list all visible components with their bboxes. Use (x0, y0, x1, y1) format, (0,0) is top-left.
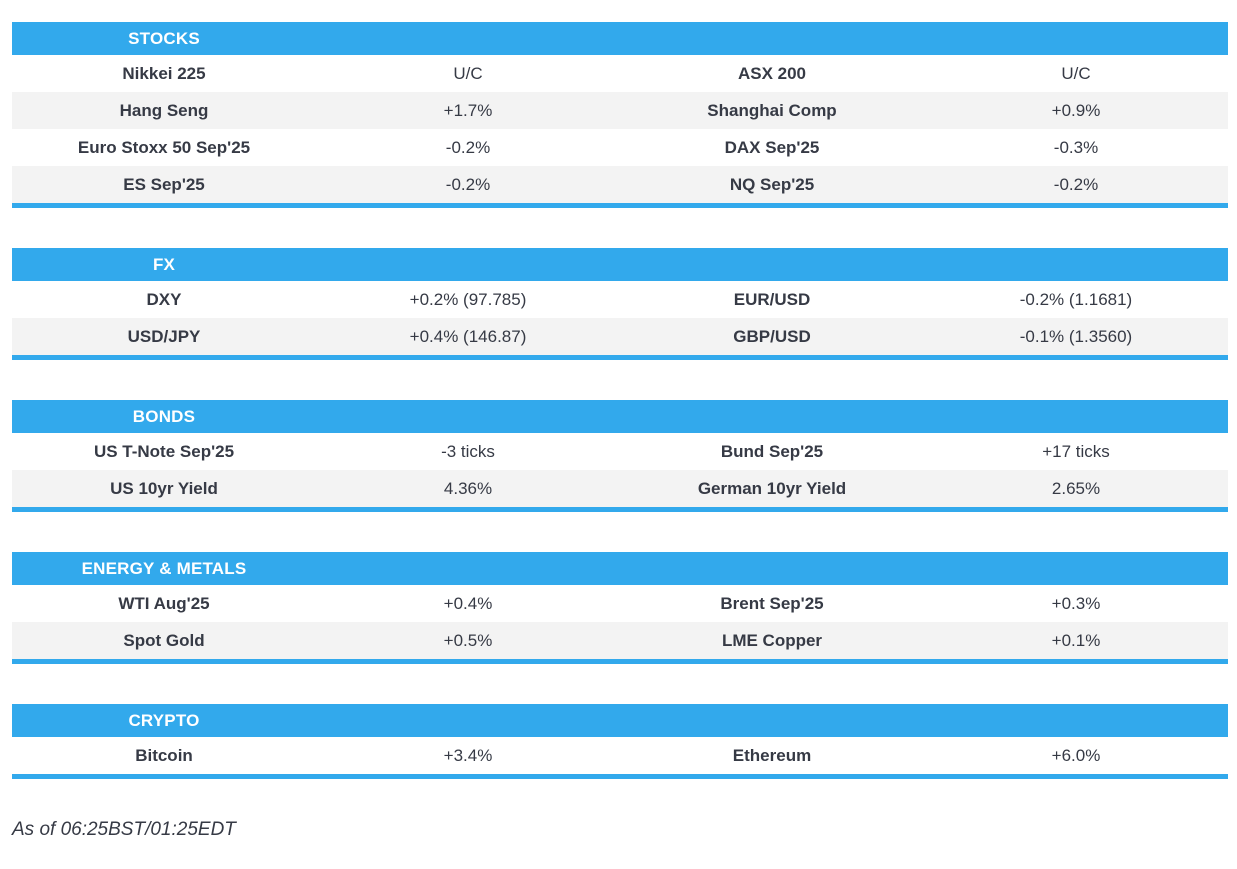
section-title: BONDS (132, 406, 196, 426)
market-section: BONDS US T-Note Sep'25 -3 ticks Bund Sep… (12, 400, 1228, 512)
market-section: CRYPTO Bitcoin +3.4% Ethereum +6.0% (12, 704, 1228, 779)
table-row: USD/JPY +0.4% (146.87) GBP/USD -0.1% (1.… (12, 318, 1228, 355)
row-right-label: GBP/USD (733, 326, 811, 346)
row-left-label: Spot Gold (123, 630, 205, 650)
table-row: Spot Gold +0.5% LME Copper +0.1% (12, 622, 1228, 659)
as-of-timestamp: As of 06:25BST/01:25EDT (12, 819, 236, 840)
row-right-value: -0.3% (1053, 137, 1099, 157)
row-left-value: +0.4% (443, 593, 493, 613)
section-title: CRYPTO (128, 710, 200, 730)
section-rows: WTI Aug'25 +0.4% Brent Sep'25 +0.3% Spot… (12, 585, 1228, 659)
row-left-label: DXY (146, 289, 182, 309)
section-header: CRYPTO (12, 704, 1228, 737)
row-right-label: DAX Sep'25 (724, 137, 820, 157)
row-right-value: 2.65% (1051, 478, 1101, 498)
row-right-label: Bund Sep'25 (720, 441, 824, 461)
row-right-label: Ethereum (732, 745, 812, 765)
row-right-label: LME Copper (721, 630, 823, 650)
row-right-value: -0.2% (1053, 174, 1099, 194)
row-right-label: EUR/USD (733, 289, 811, 309)
row-left-label: Hang Seng (119, 100, 209, 120)
table-row: US 10yr Yield 4.36% German 10yr Yield 2.… (12, 470, 1228, 507)
row-left-label: US T-Note Sep'25 (93, 441, 235, 461)
row-right-value: -0.2% (1.1681) (1019, 289, 1133, 309)
row-left-value: +0.4% (146.87) (409, 326, 527, 346)
row-left-value: -3 ticks (441, 441, 495, 461)
row-right-value: +0.3% (1051, 593, 1101, 613)
row-left-value: +0.2% (97.785) (409, 289, 527, 309)
row-right-label: German 10yr Yield (697, 478, 847, 498)
row-right-value: +0.1% (1051, 630, 1101, 650)
row-left-label: USD/JPY (127, 326, 201, 346)
section-title: FX (152, 254, 176, 274)
section-rows: US T-Note Sep'25 -3 ticks Bund Sep'25 +1… (12, 433, 1228, 507)
market-section: FX DXY +0.2% (97.785) EUR/USD -0.2% (1.1… (12, 248, 1228, 360)
section-header: ENERGY & METALS (12, 552, 1228, 585)
market-summary: STOCKS Nikkei 225 U/C ASX 200 U/C Hang S… (12, 22, 1228, 779)
row-left-value: +0.5% (443, 630, 493, 650)
row-left-value: -0.2% (445, 174, 491, 194)
row-right-label: Shanghai Comp (707, 100, 837, 120)
row-left-value: -0.2% (445, 137, 491, 157)
section-header: BONDS (12, 400, 1228, 433)
row-left-label: WTI Aug'25 (118, 593, 210, 613)
section-title: STOCKS (128, 28, 200, 48)
table-row: WTI Aug'25 +0.4% Brent Sep'25 +0.3% (12, 585, 1228, 622)
row-right-value: -0.1% (1.3560) (1019, 326, 1133, 346)
section-header: FX (12, 248, 1228, 281)
table-row: Euro Stoxx 50 Sep'25 -0.2% DAX Sep'25 -0… (12, 129, 1228, 166)
row-left-label: Nikkei 225 (122, 63, 206, 83)
row-right-value: +17 ticks (1042, 441, 1110, 461)
market-section: ENERGY & METALS WTI Aug'25 +0.4% Brent S… (12, 552, 1228, 664)
market-section: STOCKS Nikkei 225 U/C ASX 200 U/C Hang S… (12, 22, 1228, 208)
table-row: ES Sep'25 -0.2% NQ Sep'25 -0.2% (12, 166, 1228, 203)
row-right-label: ASX 200 (737, 63, 807, 83)
section-header: STOCKS (12, 22, 1228, 55)
table-row: US T-Note Sep'25 -3 ticks Bund Sep'25 +1… (12, 433, 1228, 470)
row-right-value: U/C (1061, 63, 1091, 83)
row-left-value: +1.7% (443, 100, 493, 120)
row-left-value: 4.36% (443, 478, 493, 498)
table-row: Nikkei 225 U/C ASX 200 U/C (12, 55, 1228, 92)
section-rows: Bitcoin +3.4% Ethereum +6.0% (12, 737, 1228, 774)
row-right-value: +6.0% (1051, 745, 1101, 765)
row-right-value: +0.9% (1051, 100, 1101, 120)
row-right-label: Brent Sep'25 (720, 593, 824, 613)
section-title: ENERGY & METALS (81, 558, 247, 578)
table-row: Hang Seng +1.7% Shanghai Comp +0.9% (12, 92, 1228, 129)
row-left-label: Euro Stoxx 50 Sep'25 (77, 137, 251, 157)
row-left-label: ES Sep'25 (123, 174, 205, 194)
section-rows: DXY +0.2% (97.785) EUR/USD -0.2% (1.1681… (12, 281, 1228, 355)
table-row: DXY +0.2% (97.785) EUR/USD -0.2% (1.1681… (12, 281, 1228, 318)
table-row: Bitcoin +3.4% Ethereum +6.0% (12, 737, 1228, 774)
row-right-label: NQ Sep'25 (729, 174, 815, 194)
section-rows: Nikkei 225 U/C ASX 200 U/C Hang Seng +1.… (12, 55, 1228, 203)
row-left-label: US 10yr Yield (110, 478, 218, 498)
row-left-label: Bitcoin (135, 745, 193, 765)
row-left-value: U/C (453, 63, 483, 83)
row-left-value: +3.4% (443, 745, 493, 765)
